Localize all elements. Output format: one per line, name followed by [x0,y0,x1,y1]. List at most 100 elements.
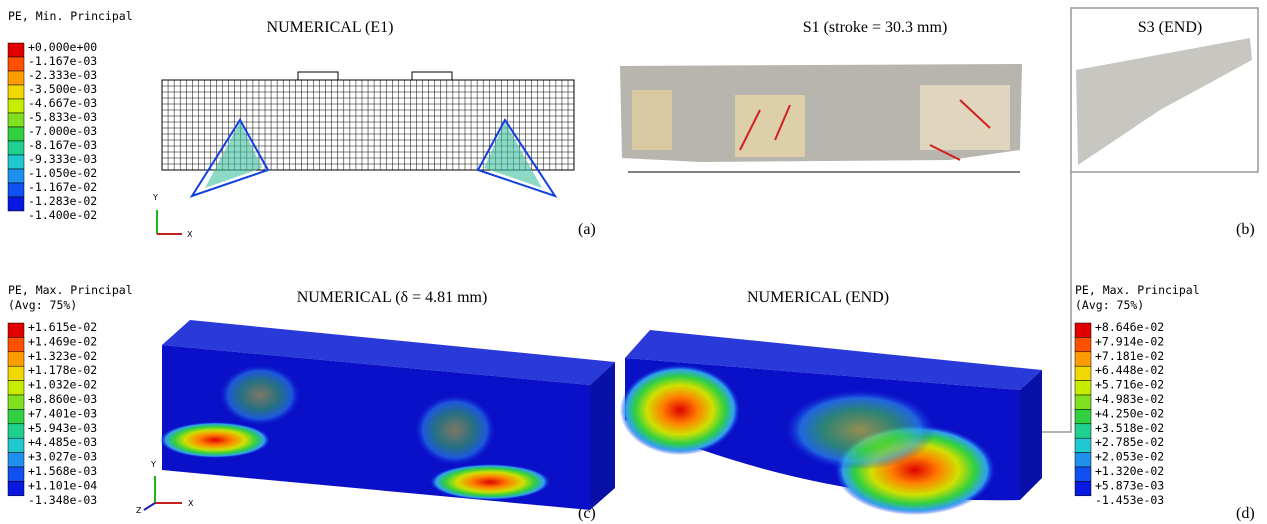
legend-swatch [1075,323,1091,337]
legend-value: +6.448e-02 [1095,363,1164,377]
legend-swatch [8,395,24,409]
legend-value: +8.646e-02 [1095,320,1164,334]
legend-title: PE, Min. Principal [8,9,133,23]
panel-title: NUMERICAL (δ = 4.81 mm) [297,289,488,306]
legend-swatch [8,57,24,71]
legend-swatch [1075,481,1091,495]
legend-value: -7.000e-03 [28,124,97,138]
legend-value: +2.785e-02 [1095,435,1164,449]
legend-value: +4.983e-02 [1095,392,1164,406]
legend-value: +1.615e-02 [28,320,97,334]
triad: Y X [152,193,193,239]
legend-swatch [1075,438,1091,452]
legend-swatch [8,424,24,438]
legend-swatch [1075,395,1091,409]
leader-line [1040,172,1071,432]
legend-value: +1.320e-02 [1095,464,1164,478]
legend-swatch [1075,366,1091,380]
legend-value: +1.568e-03 [28,464,97,478]
legend-value: +3.518e-02 [1095,421,1164,435]
legend-swatch [8,43,24,57]
legend-swatch [8,438,24,452]
legend-swatch [8,481,24,495]
legend-swatch [8,183,24,197]
contour [620,365,740,455]
legend-value: -1.167e-03 [28,54,97,68]
legend-value: +4.250e-02 [1095,406,1164,420]
legend-swatch [1075,381,1091,395]
axis-label: Z [136,506,142,515]
legend-swatch [8,381,24,395]
legend-value: +2.053e-02 [1095,450,1164,464]
legend-swatch [1075,467,1091,481]
legend-subtitle: (Avg: 75%) [1075,298,1144,312]
legend-swatch [1075,424,1091,438]
figure: NUMERICAL (E1) S1 (stroke = 30.3 mm) S3 … [0,0,1267,524]
contour [430,464,550,500]
legend-value: +7.401e-03 [28,406,97,420]
legend-value: +3.027e-03 [28,450,97,464]
contour [220,365,300,425]
legend-value: -1.167e-02 [28,180,97,194]
contour [160,422,270,458]
contour [415,395,495,465]
contour [785,390,935,470]
legend-swatch [8,169,24,183]
axis-label: Y [152,193,158,202]
legend-swatch [8,467,24,481]
legend-swatch [1075,352,1091,366]
axis-arrow [144,503,155,510]
legend-swatch [8,85,24,99]
panel-label: (d) [1236,505,1255,522]
legend-value: -3.500e-03 [28,82,97,96]
legend-swatch [1075,409,1091,423]
legend-value: -1.348e-03 [28,493,97,507]
legend-value: +1.101e-04 [28,478,97,492]
legend-value: +1.469e-02 [28,334,97,348]
legend-value: +1.032e-02 [28,378,97,392]
legend-value: +1.178e-02 [28,363,97,377]
photo-patch [920,85,1010,150]
panel-title: NUMERICAL (E1) [267,19,394,36]
legend-swatch [8,71,24,85]
legend-swatch [8,352,24,366]
legend-swatch [1075,453,1091,467]
legend-subtitle: (Avg: 75%) [8,298,77,312]
axis-label: Y [150,460,156,469]
legend-value: +7.181e-02 [1095,349,1164,363]
legend-title: PE, Max. Principal [8,283,133,297]
legend-value: +0.000e+00 [28,40,97,54]
beam-photo [1076,38,1252,165]
legend-swatch [8,409,24,423]
legend-swatch [1075,337,1091,351]
axis-label: X [188,499,194,508]
panel-title: S1 (stroke = 30.3 mm) [803,19,948,36]
panel-title: NUMERICAL (END) [747,289,889,306]
legend-value: -8.167e-03 [28,138,97,152]
legend-value: +8.860e-03 [28,392,97,406]
legend-title: PE, Max. Principal [1075,283,1200,297]
legend-swatch [8,337,24,351]
photo-patch [735,95,805,157]
legend-value: +5.716e-02 [1095,378,1164,392]
legend-value: -1.400e-02 [28,208,97,222]
legend-swatch [8,366,24,380]
legend-value: -1.453e-03 [1095,493,1164,507]
legend-value: +5.873e-03 [1095,478,1164,492]
load-plate [412,72,452,80]
panel-title: S3 (END) [1138,19,1202,36]
legend-value: -1.050e-02 [28,166,97,180]
beam-side [1020,370,1042,500]
legend-swatch [8,141,24,155]
legend-value: +5.943e-03 [28,421,97,435]
panel-label: (a) [578,221,596,238]
beam-side [590,362,615,510]
legend-value: -1.283e-02 [28,194,97,208]
legend-value: -9.333e-03 [28,152,97,166]
legend-value: +7.914e-02 [1095,334,1164,348]
legend-value: -4.667e-03 [28,96,97,110]
legend-swatch [8,197,24,211]
legend-swatch [8,99,24,113]
legend-swatch [8,323,24,337]
legend-swatch [8,113,24,127]
